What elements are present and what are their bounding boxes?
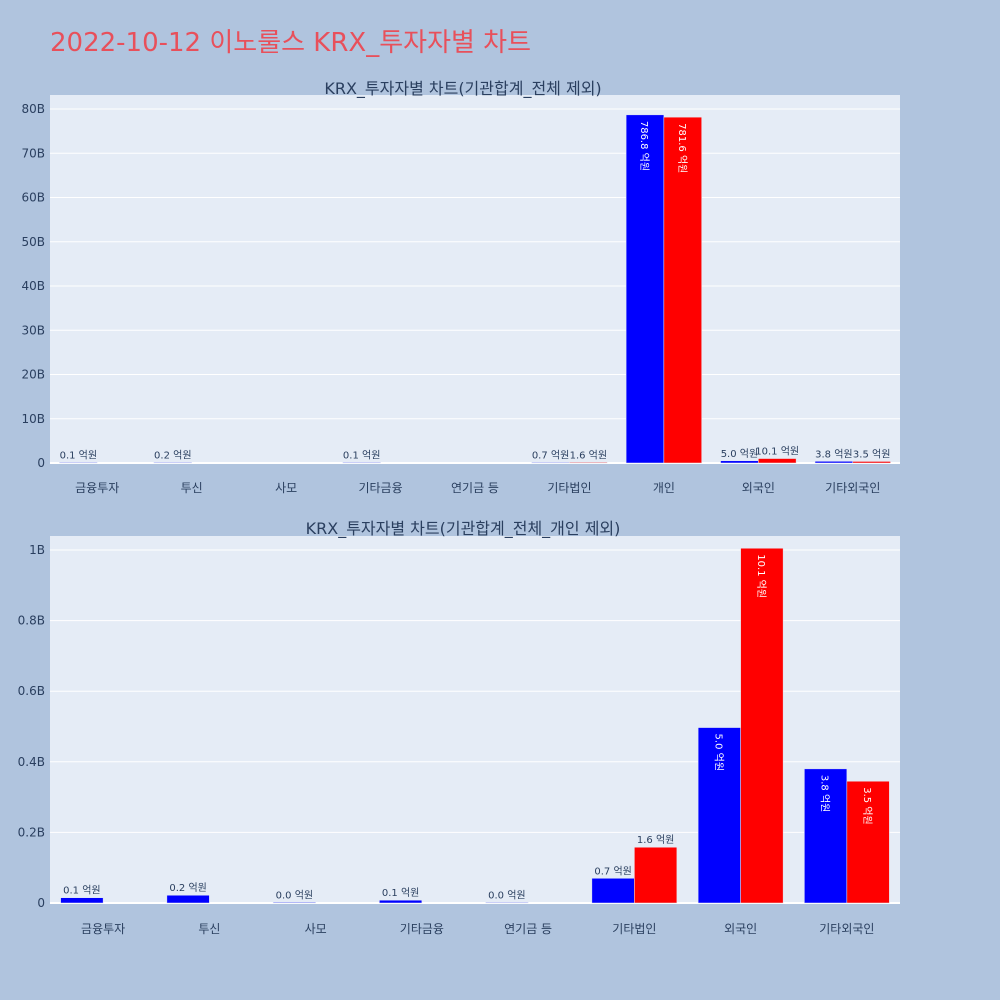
chart-title: KRX_투자자별 차트(기관합계_전체_개인 제외) [306, 519, 621, 539]
x-tick-label: 외국인 [742, 481, 775, 495]
bar-sell [569, 462, 608, 464]
y-tick-label: 0.2B [18, 825, 45, 839]
bar-buy [342, 462, 381, 464]
y-tick-label: 60B [21, 191, 45, 205]
bar-value-label: 0.0 억원 [488, 889, 525, 901]
x-tick-label: 연기금 등 [504, 922, 552, 936]
x-tick-label: 투신 [198, 922, 220, 936]
bar-buy [697, 727, 741, 904]
bar-buy [485, 902, 529, 904]
bar-value-label: 0.1 억원 [343, 449, 380, 461]
bar-value-label: 781.6 억원 [676, 123, 688, 173]
bar-sell [663, 116, 702, 464]
bar-value-label: 5.0 억원 [721, 448, 758, 460]
bar-buy [60, 897, 104, 904]
bar-value-label: 0.7 억원 [532, 449, 569, 461]
x-tick-label: 금융투자 [75, 481, 119, 495]
x-tick-label: 사모 [275, 481, 297, 495]
bar-value-label: 0.7 억원 [594, 865, 631, 877]
bar-value-label: 3.8 억원 [819, 775, 831, 812]
x-tick-label: 개인 [653, 481, 675, 495]
bar-buy [379, 899, 423, 904]
y-tick-label: 50B [21, 235, 45, 249]
y-tick-label: 30B [21, 323, 45, 337]
y-tick-label: 0.4B [18, 755, 45, 769]
bar-value-label: 0.1 억원 [63, 885, 100, 897]
x-tick-label: 기타외국인 [819, 922, 874, 936]
bar-value-label: 0.1 억원 [382, 887, 419, 899]
chart-title: KRX_투자자별 차트(기관합계_전체 제외) [324, 79, 601, 99]
x-tick-label: 기타법인 [547, 481, 591, 495]
y-tick-label: 80B [21, 102, 45, 116]
x-tick-label: 사모 [305, 922, 327, 936]
bar-value-label: 1.6 억원 [637, 834, 674, 846]
x-tick-label: 외국인 [724, 922, 757, 936]
plot-area [50, 95, 900, 463]
x-tick-label: 금융투자 [81, 922, 125, 936]
bar-buy [272, 902, 316, 904]
x-tick-label: 기타금융 [400, 922, 444, 936]
bar-value-label: 0.2 억원 [169, 882, 206, 894]
bar-value-label: 0.1 억원 [60, 449, 97, 461]
x-tick-label: 연기금 등 [451, 481, 499, 495]
bar-value-label: 3.5 억원 [853, 448, 890, 460]
bar-buy [153, 462, 192, 464]
bar-sell [634, 846, 678, 904]
y-tick-label: 1B [29, 543, 45, 557]
bar-buy [804, 768, 848, 904]
x-tick-label: 투신 [181, 481, 203, 495]
bar-value-label: 10.1 억원 [755, 446, 799, 458]
bar-sell [740, 547, 784, 904]
bar-value-label: 0.0 억원 [276, 889, 313, 901]
y-tick-label: 0.6B [18, 684, 45, 698]
y-tick-label: 10B [21, 412, 45, 426]
x-tick-label: 기타금융 [358, 481, 402, 495]
bar-value-label: 3.5 억원 [861, 787, 873, 824]
chart-investor-excluding-individual: KRX_투자자별 차트(기관합계_전체_개인 제외) 0 0.2B 0.4B 0.6B 0… [18, 519, 900, 936]
bar-buy [531, 462, 570, 464]
bar-value-label: 3.8 억원 [815, 448, 852, 460]
bar-value-label: 1.6 억원 [570, 449, 607, 461]
bar-buy [720, 460, 759, 464]
x-tick-label: 기타법인 [612, 922, 656, 936]
y-tick-label: 40B [21, 279, 45, 293]
y-tick-label: 70B [21, 146, 45, 160]
bar-sell [758, 458, 797, 464]
x-tick-label: 기타외국인 [825, 481, 880, 495]
bar-buy [59, 462, 98, 464]
bar-value-label: 0.2 억원 [154, 449, 191, 461]
bar-sell [846, 780, 890, 904]
bar-buy [814, 461, 854, 464]
y-tick-label: 20B [21, 368, 45, 382]
chart-investor-all: KRX_투자자별 차트(기관합계_전체 제외) 0 10B 20B 30B 40B 50B 6… [21, 79, 900, 495]
y-tick-label: 0.8B [18, 614, 45, 628]
bar-value-label: 5.0 억원 [712, 734, 724, 771]
bar-buy [166, 894, 210, 904]
bar-value-label: 10.1 억원 [755, 554, 767, 598]
y-tick-label: 0 [37, 456, 45, 470]
bar-value-label: 786.8 억원 [638, 121, 650, 171]
bar-buy [591, 878, 635, 904]
bar-sell [852, 461, 891, 464]
page-title: 2022-10-12 이노룰스 KRX_투자자별 차트 [50, 28, 532, 58]
y-tick-label: 0 [37, 896, 45, 910]
